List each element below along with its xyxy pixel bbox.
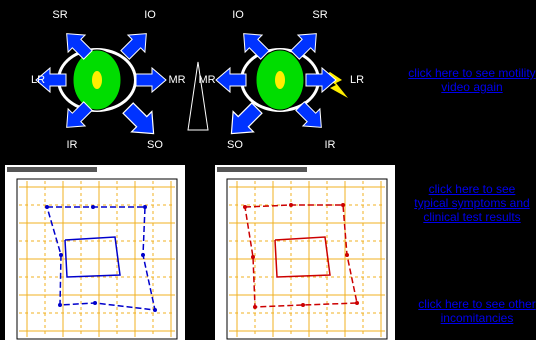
hess-point [251,255,255,259]
eye-diagram: SR IO LR MR IR SO IO SR MR LR SO IR [0,0,400,160]
hess-point [58,303,62,307]
hess-point [91,205,95,209]
muscle-label: SR [312,9,327,21]
muscle-label: IO [144,9,156,21]
hess-point [143,205,147,209]
hess-inner [275,237,330,277]
hess-point [153,308,157,312]
incomitancies-link[interactable]: click here to see other incomitancies [410,297,536,325]
hess-point [59,253,63,257]
motility-video-link[interactable]: click here to see motility video again [408,66,536,94]
hess-point [45,205,49,209]
hess-header [7,167,97,172]
muscle-label: SO [227,139,243,151]
muscle-arrow [136,68,166,92]
hess-field [245,205,357,307]
hess-inner [65,237,120,277]
symptoms-link[interactable]: click here to see typical symptoms and c… [412,182,532,224]
hess-grid [5,165,185,340]
hess-point [355,301,359,305]
nose-divider [188,62,208,130]
hess-point [141,253,145,257]
muscle-label: LR [350,74,364,86]
hess-point [253,305,257,309]
hess-point [341,203,345,207]
hess-header [217,167,307,172]
hess-chart-right [215,165,395,340]
left-eye [57,48,137,112]
muscle-label: IR [325,139,336,151]
hess-point [243,205,247,209]
muscle-label: LR [31,74,45,86]
muscle-label: MR [198,74,215,86]
hess-point [93,301,97,305]
pupil [275,71,285,89]
muscle-arrow [118,98,164,144]
muscle-label: IR [67,139,78,151]
muscle-label: SO [147,139,163,151]
hess-point [301,303,305,307]
muscle-label: IO [232,9,244,21]
muscle-label: SR [52,9,67,21]
hess-point [289,203,293,207]
pupil [92,71,102,89]
muscle-label: MR [168,74,185,86]
hess-point [345,253,349,257]
hess-chart-left [5,165,185,340]
hess-grid [215,165,395,340]
screen: SR IO LR MR IR SO IO SR MR LR SO IR click here to s… [0,0,536,340]
